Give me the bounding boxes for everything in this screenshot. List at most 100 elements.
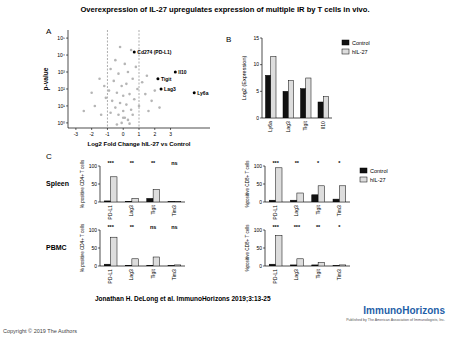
point (114, 59, 117, 62)
panel-scatter: -3-2-1012310⁰10¹10²10³10⁴10⁵Log2 Fold Ch… (42, 30, 210, 147)
legend-label: hIL-27 (352, 49, 368, 55)
y-axis (68, 30, 69, 128)
y-tick-label: 5 (256, 88, 259, 94)
y-axis-title: %positive CD8+ T cells (245, 160, 250, 208)
point (103, 85, 106, 88)
y-axis-title: %positive CD8+ T cells (245, 224, 250, 272)
category-label: Lag3 (293, 205, 299, 217)
y-tick (66, 72, 68, 73)
y-tick (260, 118, 262, 119)
category-label: Tim3 (336, 205, 342, 216)
panel-label: C (46, 152, 52, 161)
y-tick (98, 248, 100, 249)
point (120, 85, 123, 88)
reference-line (107, 30, 108, 128)
point (82, 110, 85, 113)
plot-marks (82, 30, 195, 128)
y-tick (98, 166, 100, 167)
point-label: Ly6a (197, 90, 208, 96)
x-tick-label: -3 (74, 131, 79, 137)
significance: *** (107, 160, 114, 166)
y-axis-title: p-value (42, 67, 50, 90)
significance: ** (130, 224, 135, 230)
citation: Jonathan H. DeLong et al. ImmunoHorizons… (95, 295, 271, 303)
category-label: Il10 (320, 121, 326, 129)
legend-label: hIL-27 (370, 177, 386, 183)
y-tick (66, 122, 68, 123)
point (174, 71, 177, 74)
bar (297, 259, 303, 266)
point (117, 114, 120, 117)
point (119, 46, 122, 49)
panel-label: A (46, 27, 52, 36)
x-tick-label: 2 (153, 131, 156, 137)
legend-swatch (342, 40, 349, 45)
y-tick-label: 100 (89, 227, 98, 233)
panel-bar: 050100% positive CD4+ T cellsPD-L1***Lag… (80, 159, 185, 220)
category-label: Tim3 (171, 269, 177, 280)
bar (318, 262, 324, 266)
point (147, 110, 150, 113)
point (131, 77, 134, 80)
bar (111, 237, 117, 266)
bar (104, 201, 110, 202)
x-tick-label: 3 (169, 131, 172, 137)
x-tick-label: 1 (138, 131, 141, 137)
point (146, 74, 149, 77)
point (122, 94, 125, 97)
significance: *** (272, 160, 279, 166)
legend-label: Control (352, 40, 370, 46)
point (120, 122, 123, 125)
point (122, 110, 125, 113)
significance: *** (272, 224, 279, 230)
bar (312, 195, 318, 202)
bar (288, 81, 293, 118)
point (94, 105, 97, 108)
point (125, 83, 128, 86)
category-label: Lag3 (293, 269, 299, 281)
figure: Overexpression of IL-27 upregulates expr… (0, 0, 450, 338)
legend-label: Control (370, 168, 388, 174)
bar (306, 78, 311, 118)
point (193, 91, 196, 94)
y-tick (98, 230, 100, 231)
publisher: Published by The American Association of… (346, 318, 445, 322)
y-tick (98, 202, 100, 203)
bar (318, 102, 323, 118)
category-label: Lag3 (128, 205, 134, 217)
category-label: Tigit (150, 268, 156, 278)
bar (168, 265, 174, 266)
category-label: Lag3 (128, 269, 134, 281)
point (130, 49, 133, 52)
category-label: Lag3 (285, 121, 291, 133)
title: Overexpression of IL-27 upregulates expr… (80, 5, 369, 14)
y-tick-label: 100 (254, 163, 263, 169)
bar (147, 265, 153, 266)
y-tick-label: 10⁵ (57, 35, 65, 41)
point (131, 114, 134, 117)
bar (297, 193, 303, 202)
plot-marks (269, 235, 346, 266)
point (128, 122, 131, 125)
y-tick (66, 105, 68, 106)
point-label: Tigit (161, 76, 172, 82)
category-label: Tim3 (336, 269, 342, 280)
point (160, 87, 163, 90)
point (112, 80, 115, 83)
point (114, 106, 117, 109)
y-tick (260, 91, 262, 92)
point (133, 51, 136, 54)
bar (323, 97, 328, 118)
bar (291, 200, 297, 202)
point (116, 123, 119, 126)
point (130, 108, 133, 111)
point (158, 106, 161, 109)
significance: ** (295, 160, 300, 166)
x-tick-label: 0 (122, 131, 125, 137)
x-tick (154, 128, 155, 130)
significance: ns (171, 224, 177, 230)
point (109, 111, 112, 114)
bar (269, 200, 275, 202)
point (124, 63, 127, 66)
point (116, 91, 119, 94)
